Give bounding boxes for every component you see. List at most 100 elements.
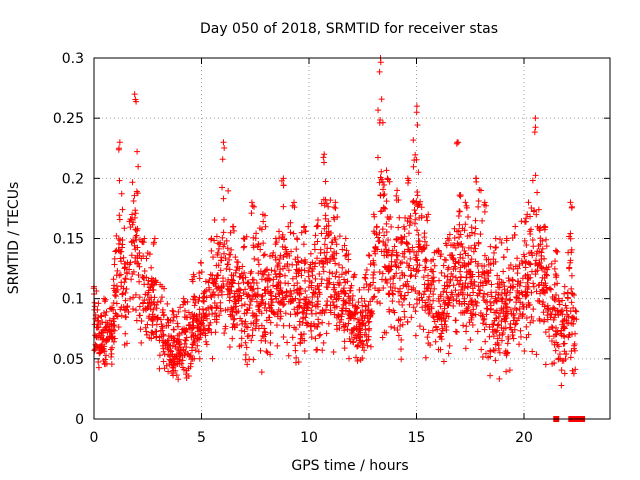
data-point <box>237 287 244 294</box>
data-point <box>381 329 388 336</box>
data-point <box>136 249 143 256</box>
data-point <box>359 355 366 362</box>
data-point <box>248 283 255 290</box>
data-point <box>384 266 391 273</box>
data-point <box>325 232 332 239</box>
data-point <box>476 290 483 297</box>
data-point <box>422 264 429 271</box>
data-point <box>135 163 142 170</box>
data-point <box>333 269 340 276</box>
data-point <box>201 293 208 300</box>
data-point <box>319 347 326 354</box>
data-point <box>307 261 314 268</box>
data-point <box>401 292 408 299</box>
data-point <box>377 300 384 307</box>
data-point <box>354 358 361 365</box>
data-point <box>567 199 574 206</box>
data-point <box>270 309 277 316</box>
data-point <box>452 287 459 294</box>
data-point <box>123 314 130 321</box>
data-point <box>324 245 331 252</box>
data-point <box>118 312 125 319</box>
data-point <box>384 175 391 182</box>
data-point <box>301 260 308 267</box>
data-point <box>446 231 453 238</box>
data-point <box>321 241 328 248</box>
data-point <box>441 321 448 328</box>
data-point <box>390 291 397 298</box>
data-point <box>295 270 302 277</box>
data-point <box>396 298 403 305</box>
data-point <box>273 274 280 281</box>
data-point <box>376 68 383 75</box>
data-point <box>481 201 488 208</box>
data-point <box>366 283 373 290</box>
data-point <box>496 349 503 356</box>
data-point <box>342 269 349 276</box>
data-point <box>573 316 580 323</box>
data-point <box>468 299 475 306</box>
data-point <box>339 264 346 271</box>
data-point <box>413 156 420 163</box>
data-point <box>354 343 361 350</box>
data-point <box>141 281 148 288</box>
data-point <box>209 355 216 362</box>
data-point <box>399 302 406 309</box>
chart-title: Day 050 of 2018, SRMTID for receiver sta… <box>200 21 498 37</box>
data-point <box>572 366 579 373</box>
data-point <box>517 279 524 286</box>
data-point <box>156 365 163 372</box>
data-point <box>410 137 417 144</box>
data-point <box>242 318 249 325</box>
data-point <box>167 347 174 354</box>
data-point <box>251 312 258 319</box>
data-point <box>226 297 233 304</box>
data-point <box>510 317 517 324</box>
data-point <box>505 335 512 342</box>
data-point <box>242 286 249 293</box>
data-point <box>413 109 420 116</box>
data-point <box>191 337 198 343</box>
data-point <box>487 306 494 313</box>
data-point <box>97 312 104 319</box>
data-point <box>201 298 208 305</box>
data-point <box>406 262 413 269</box>
data-point <box>212 329 219 336</box>
data-point <box>397 322 404 329</box>
data-point <box>254 285 261 292</box>
data-point <box>549 293 556 300</box>
data-point <box>272 254 279 261</box>
data-point <box>236 274 243 281</box>
data-point <box>101 298 108 305</box>
data-point <box>327 197 334 204</box>
data-point <box>144 250 151 257</box>
data-point <box>315 286 322 293</box>
data-point <box>116 212 123 219</box>
data-point <box>215 262 222 269</box>
data-point <box>214 272 221 279</box>
data-point <box>262 338 269 345</box>
data-point <box>383 228 390 235</box>
data-point <box>364 342 371 349</box>
data-point <box>284 263 291 270</box>
data-point <box>200 327 207 334</box>
data-point <box>528 289 535 296</box>
data-point <box>316 332 323 339</box>
y-tick-label: 0.05 <box>53 352 84 368</box>
data-point <box>111 322 118 329</box>
data-point <box>314 238 321 245</box>
data-point <box>95 300 102 307</box>
data-point <box>491 347 498 354</box>
data-point <box>100 346 107 353</box>
data-point <box>328 239 335 246</box>
data-point <box>99 319 106 326</box>
data-point <box>386 291 393 298</box>
data-point <box>552 347 559 354</box>
data-point <box>146 334 153 341</box>
data-point <box>231 315 238 322</box>
data-point <box>101 295 108 302</box>
data-point <box>459 291 466 298</box>
data-point <box>227 229 234 236</box>
data-point <box>249 287 256 294</box>
data-point <box>335 313 342 320</box>
